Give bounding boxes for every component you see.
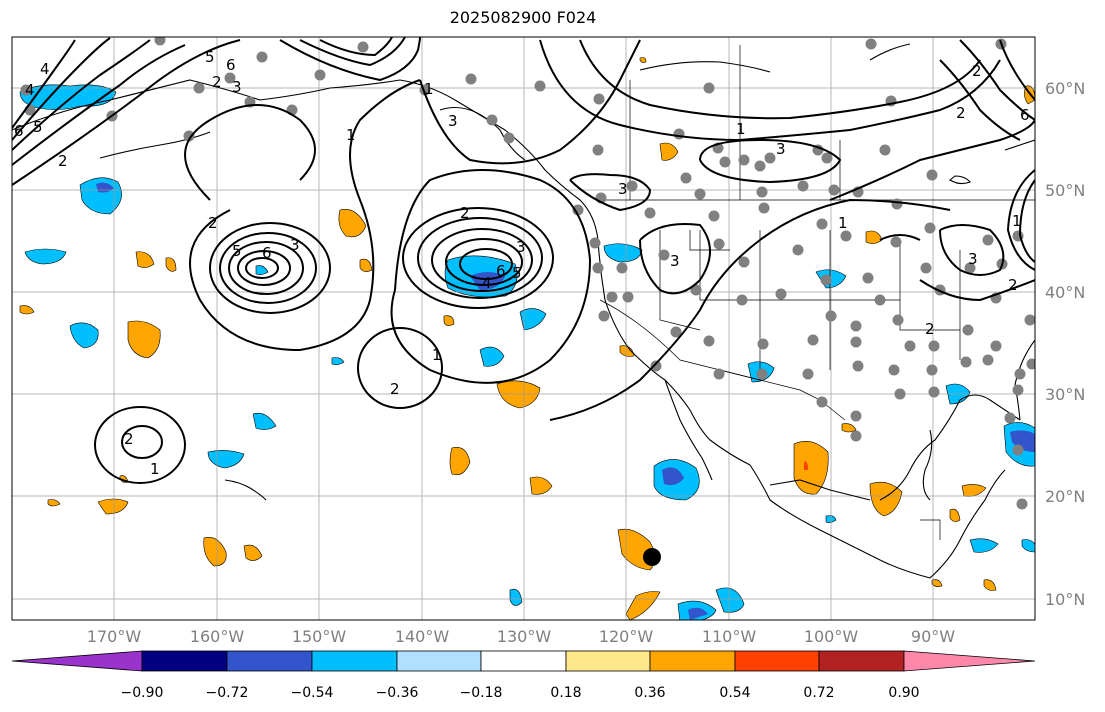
colorbar-tick-label: −0.54 xyxy=(291,685,334,701)
contour-label: 4 xyxy=(482,274,492,292)
contour-label: 2 xyxy=(1008,276,1018,294)
colorbar-tick-label: −0.36 xyxy=(376,685,419,701)
lon-tick-label: 130°W xyxy=(497,627,552,646)
lat-tick-label: 60°N xyxy=(1045,79,1085,98)
contour-label: 6 xyxy=(14,122,24,140)
colorbar-tick-label: 0.72 xyxy=(803,685,834,701)
contour-label: 1 xyxy=(838,214,848,232)
contour-label: 2 xyxy=(58,152,68,170)
contour-label: 3 xyxy=(232,78,242,96)
lat-tick-label: 30°N xyxy=(1045,385,1085,404)
positive-anomaly-shading xyxy=(19,57,1035,620)
negative-anomaly-shading xyxy=(19,84,1035,620)
lon-tick-label: 150°W xyxy=(292,627,347,646)
map-title: 2025082900 F024 xyxy=(449,8,597,27)
lon-tick-label: 120°W xyxy=(599,627,654,646)
contour-label: 5 xyxy=(232,242,242,260)
lat-tick-label: 40°N xyxy=(1045,283,1085,302)
colorbar-tick-label: 0.90 xyxy=(888,685,919,701)
map-frame xyxy=(11,36,1036,621)
longitude-axis: 170°W 160°W 150°W 140°W 130°W 120°W 110°… xyxy=(87,627,955,646)
colorbar xyxy=(11,650,1036,672)
colorbar-ticks: −0.90 −0.72 −0.54 −0.36 −0.18 0.18 0.36 … xyxy=(121,685,920,701)
contour-label: 2 xyxy=(124,430,134,448)
contour-label: 1 xyxy=(432,346,442,364)
contour-lines xyxy=(12,37,1035,484)
contour-label: 6 xyxy=(262,244,272,262)
contour-label: 5 xyxy=(205,48,215,66)
lon-tick-label: 140°W xyxy=(395,627,450,646)
coastlines xyxy=(12,43,1035,579)
contour-label: 2 xyxy=(956,104,966,122)
contour-label: 5 xyxy=(33,118,43,136)
contour-label: 6 xyxy=(1020,106,1030,124)
lat-tick-label: 20°N xyxy=(1045,487,1085,506)
contour-label: 6 xyxy=(226,56,236,74)
map-plot-area: 4 4 5 6 2 6 5 3 2 1 6 5 3 2 3 2 4 6 5 3 … xyxy=(12,37,1035,620)
contour-label: 4 xyxy=(40,60,50,78)
lat-tick-label: 50°N xyxy=(1045,181,1085,200)
contour-label: 3 xyxy=(516,238,526,256)
contour-label: 2 xyxy=(925,320,935,338)
contour-label: 2 xyxy=(208,214,218,232)
lon-tick-label: 100°W xyxy=(804,627,859,646)
contour-label: 5 xyxy=(512,264,522,282)
colorbar-tick-label: −0.72 xyxy=(206,685,249,701)
contour-label: 2 xyxy=(390,380,400,398)
latitude-axis: 10°N 20°N 30°N 40°N 50°N 60°N xyxy=(1045,79,1085,609)
colorbar-tick-label: 0.54 xyxy=(719,685,750,701)
contour-label: 3 xyxy=(670,252,680,270)
lat-tick-label: 10°N xyxy=(1045,590,1085,609)
lon-tick-label: 160°W xyxy=(190,627,245,646)
lon-tick-label: 90°W xyxy=(911,627,955,646)
lon-tick-label: 110°W xyxy=(702,627,757,646)
colorbar-tick-label: −0.90 xyxy=(121,685,164,701)
contour-label: 3 xyxy=(968,250,978,268)
contour-label: 3 xyxy=(776,140,786,158)
contour-label: 4 xyxy=(25,81,35,99)
forecast-point-marker xyxy=(643,548,661,566)
contour-label: 1 xyxy=(424,80,434,98)
contour-label: 3 xyxy=(290,236,300,254)
contour-label: 1 xyxy=(736,120,746,138)
contour-label: 1 xyxy=(1012,212,1022,230)
colorbar-tick-label: −0.18 xyxy=(460,685,503,701)
contour-label: 2 xyxy=(460,204,470,222)
contour-label: 6 xyxy=(496,262,506,280)
lon-tick-label: 170°W xyxy=(87,627,142,646)
contour-label: 1 xyxy=(346,126,356,144)
contour-label: 2 xyxy=(972,62,982,80)
contour-labels: 4 4 5 6 2 6 5 3 2 1 6 5 3 2 3 2 4 6 5 3 … xyxy=(14,48,1030,478)
station-markers xyxy=(20,37,1035,510)
contour-label: 2 xyxy=(212,73,222,91)
contour-label: 1 xyxy=(150,460,160,478)
colorbar-tick-label: 0.36 xyxy=(634,685,665,701)
contour-label: 3 xyxy=(618,180,628,198)
contour-label: 3 xyxy=(448,112,458,130)
colorbar-tick-label: 0.18 xyxy=(550,685,581,701)
graticule xyxy=(12,37,1035,620)
